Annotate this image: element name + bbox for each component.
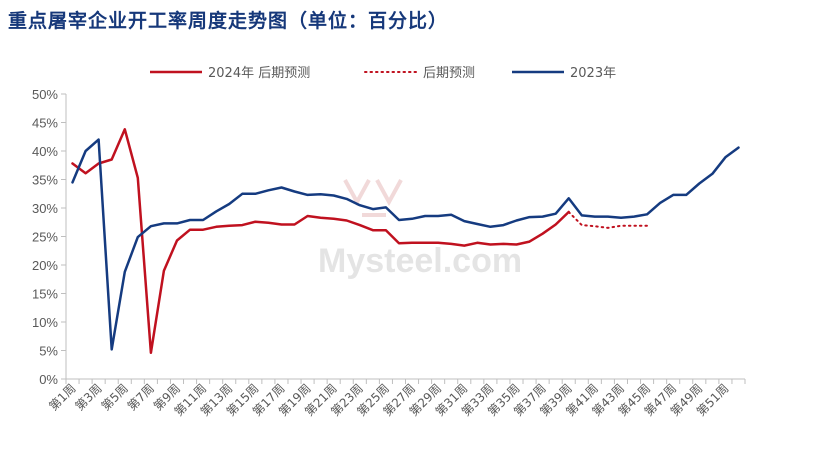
mysteel-logo [343,179,403,217]
y-tick-label: 15% [32,287,58,302]
legend-label-0: 2024年 后期预测 [208,66,310,81]
y-axis: 0% 5% 10% 15% 20% 25% 30% 35% 40% 45% 50% [32,87,67,387]
y-tick-label: 40% [32,144,58,159]
y-tick-label: 25% [32,230,58,245]
watermark-text: Mysteel.com [318,242,522,280]
legend-label-2: 2023年 [570,66,616,81]
y-tick-label: 5% [39,344,58,359]
y-tick-label: 20% [32,258,58,273]
series-group [71,128,740,355]
x-tick-label: 第3周 [72,381,104,413]
y-tick-label: 45% [32,116,58,131]
series-line-1 [567,211,649,229]
x-axis: 第1周第3周第5周第7周第9周第11周第13周第15周第17周第19周第21周第… [46,378,746,419]
page-title: 重点屠宰企业开工率周度走势图（单位：百分比） [8,10,449,32]
watermark: Mysteel.com [318,179,522,280]
legend-label-1: 后期预测 [423,66,475,81]
y-tick-label: 30% [32,201,58,216]
x-tick-label: 第5周 [99,381,131,413]
y-tick-label: 10% [32,315,58,330]
y-tick-label: 35% [32,173,58,188]
y-tick-label: 0% [39,372,58,387]
legend: 2024年 后期预测 后期预测 2023年 [150,66,616,81]
x-tick-label: 第7周 [125,381,157,413]
y-tick-label: 50% [32,87,58,102]
series-line-0 [71,128,570,355]
series-line-2 [71,138,740,351]
